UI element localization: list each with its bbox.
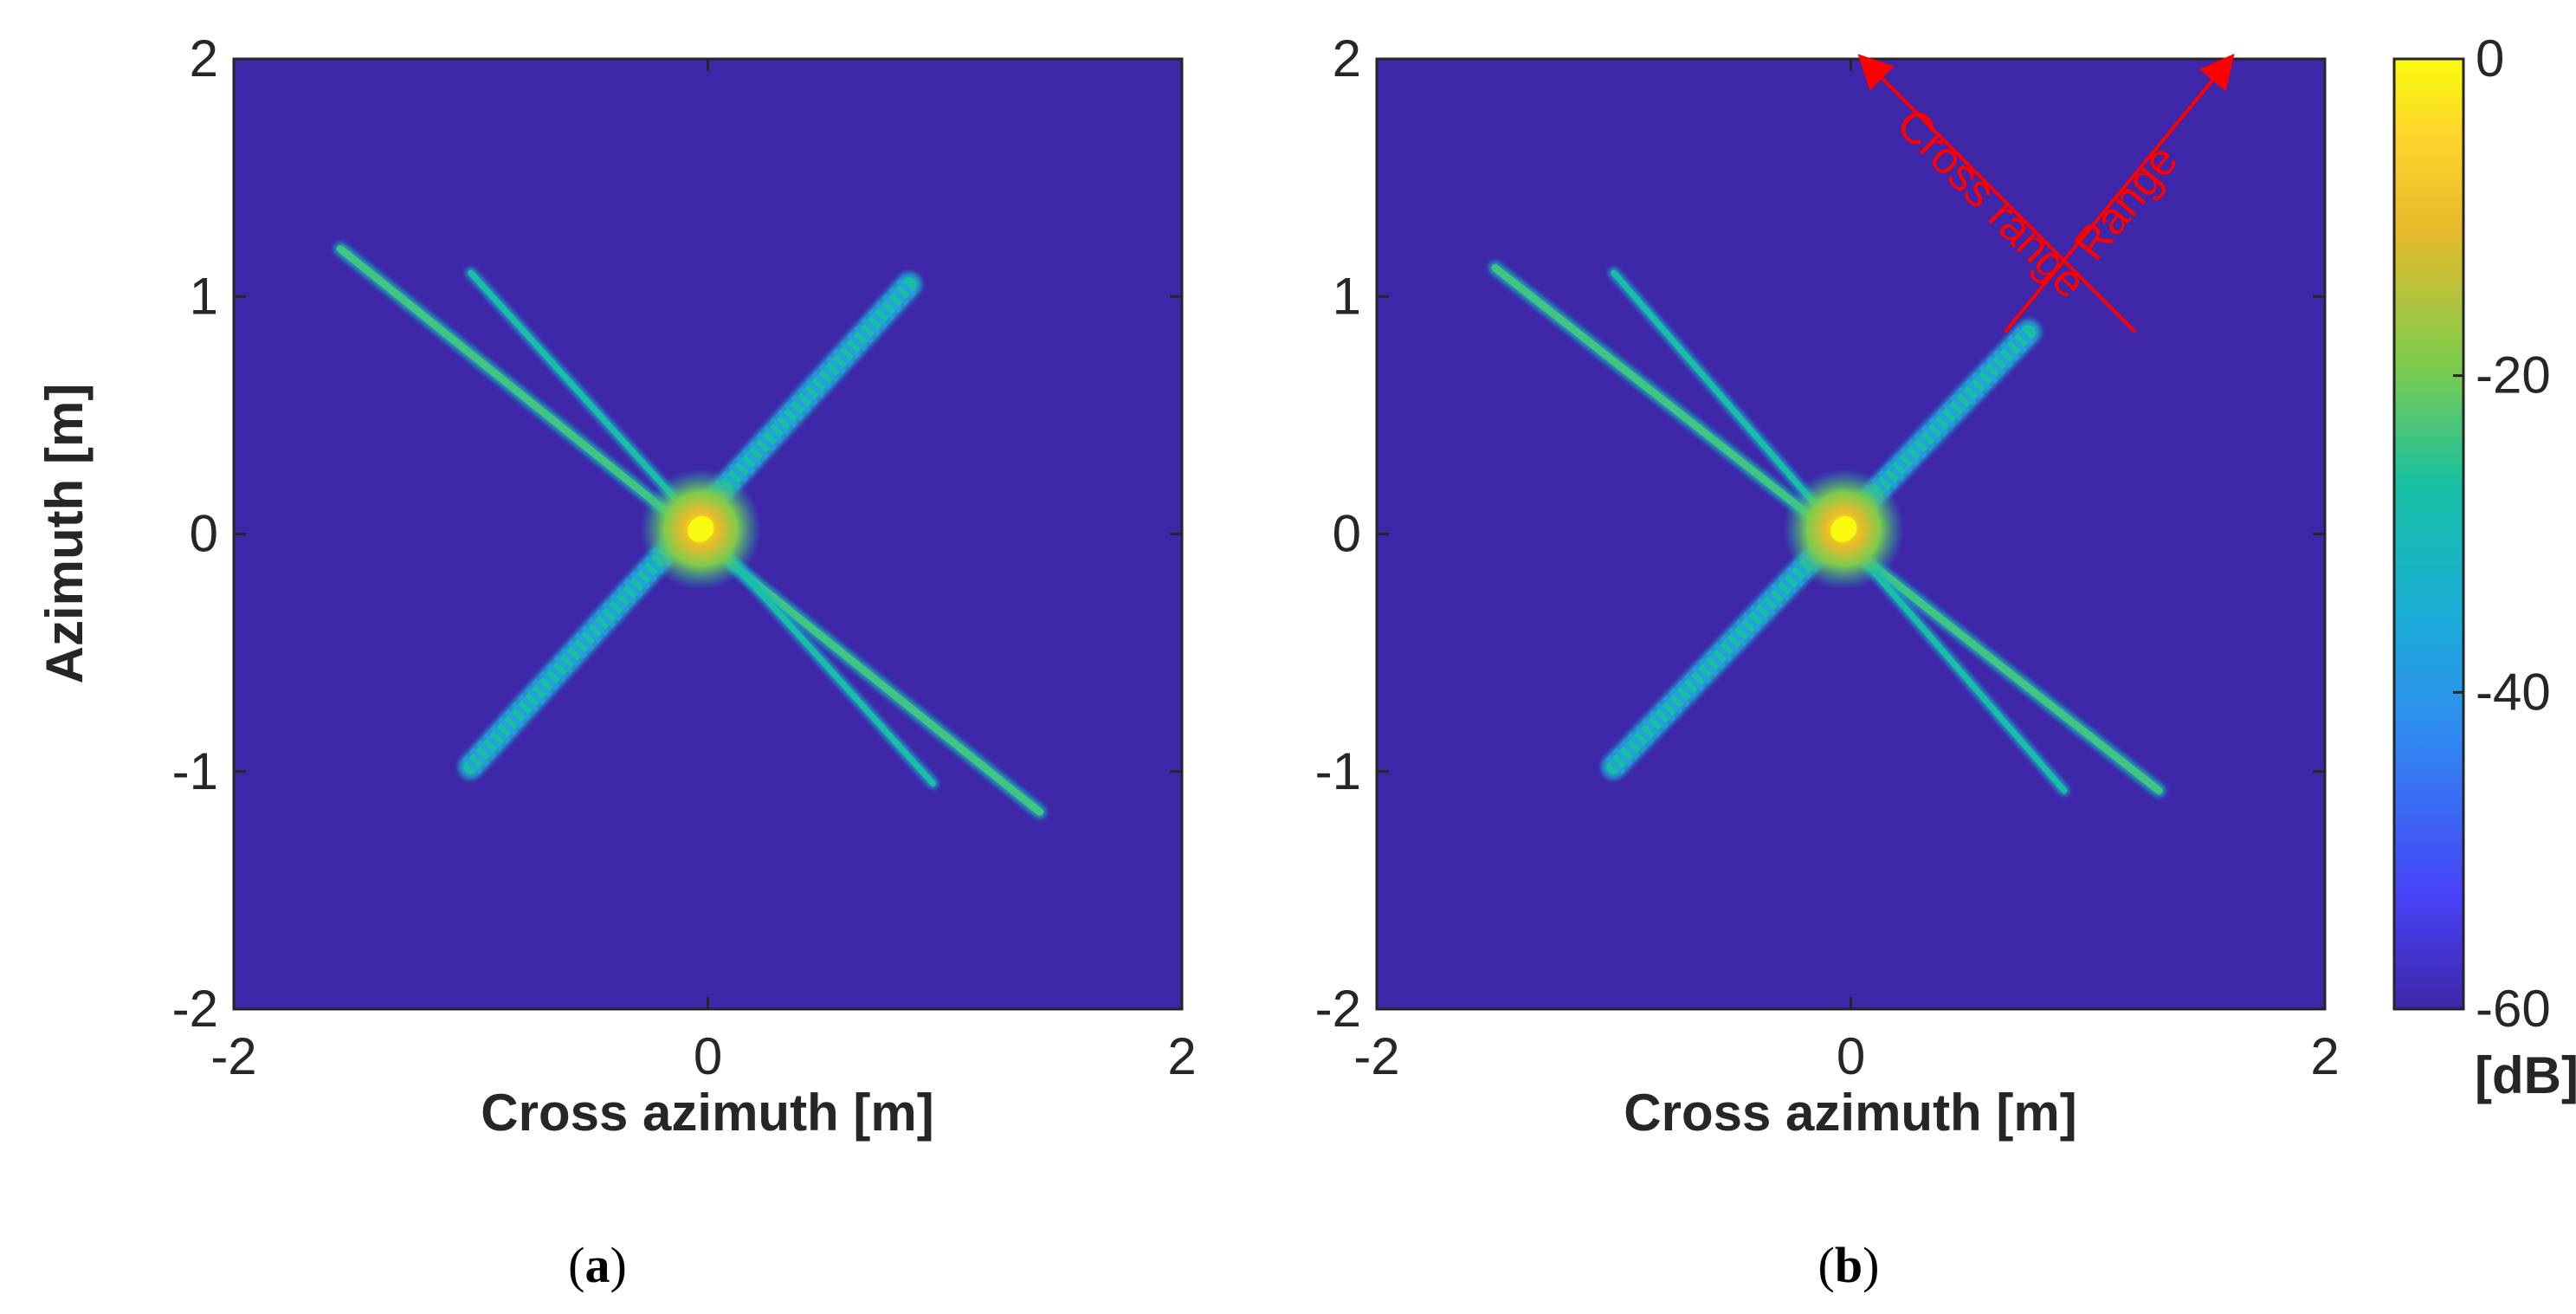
x-tick-label: 2 <box>2310 1027 2339 1085</box>
x-tick-label: -2 <box>210 1027 256 1085</box>
plot-b-xlabel: Cross azimuth [m] <box>1624 1084 2076 1142</box>
y-tick-label: 2 <box>1333 29 1361 87</box>
plot-b-marks <box>1488 261 2166 798</box>
colorbar: 0 -20 -40 -60 [dB] <box>2392 29 2576 1104</box>
plot-b-ticks: -2 0 2 2 1 0 -1 -2 <box>1315 29 2340 1085</box>
caption-a: (a) <box>568 1237 627 1293</box>
annotation-arrow <box>1857 54 2137 333</box>
y-tick-label: -2 <box>1315 980 1361 1038</box>
colorbar-tick-label: 0 <box>2476 29 2504 87</box>
y-tick-label: 2 <box>190 29 218 87</box>
y-tick-label: 0 <box>1333 505 1361 563</box>
plot-a-ylabel: Azimuth [m] <box>36 384 94 684</box>
colorbar-tick-label: -40 <box>2476 663 2551 721</box>
y-tick-label: -1 <box>1315 742 1361 800</box>
colorbar-gradient <box>2392 57 2465 1011</box>
y-tick-label: 1 <box>190 267 218 325</box>
y-tick-label: 1 <box>1333 267 1361 325</box>
y-tick-label: 0 <box>190 505 218 563</box>
x-tick-label: 2 <box>1167 1027 1196 1085</box>
colorbar-ticks: 0 -20 -40 -60 <box>2453 29 2551 1038</box>
x-tick-label: -2 <box>1353 1027 1399 1085</box>
x-tick-label: 0 <box>1837 1027 1865 1085</box>
caption-b: (b) <box>1818 1237 1880 1293</box>
annotation-arrow <box>2003 53 2235 333</box>
peak <box>688 516 714 542</box>
colorbar-label: [dB] <box>2475 1046 2576 1104</box>
colorbar-tick-label: -20 <box>2476 346 2551 405</box>
plot-a-ticks: -2 0 2 2 1 0 -1 -2 <box>172 29 1197 1085</box>
y-tick-label: -1 <box>172 742 218 800</box>
x-tick-label: 0 <box>694 1027 722 1085</box>
plot-a-marks <box>333 242 1047 819</box>
y-tick-label: -2 <box>172 980 218 1038</box>
peak <box>1830 516 1857 542</box>
colorbar-tick-label: -60 <box>2476 980 2551 1038</box>
panel-a: -2 0 2 2 1 0 -1 -2 Cross azimuth [m] Azimuth [m… <box>36 29 1197 1293</box>
plot-a-xlabel: Cross azimuth [m] <box>481 1084 933 1142</box>
